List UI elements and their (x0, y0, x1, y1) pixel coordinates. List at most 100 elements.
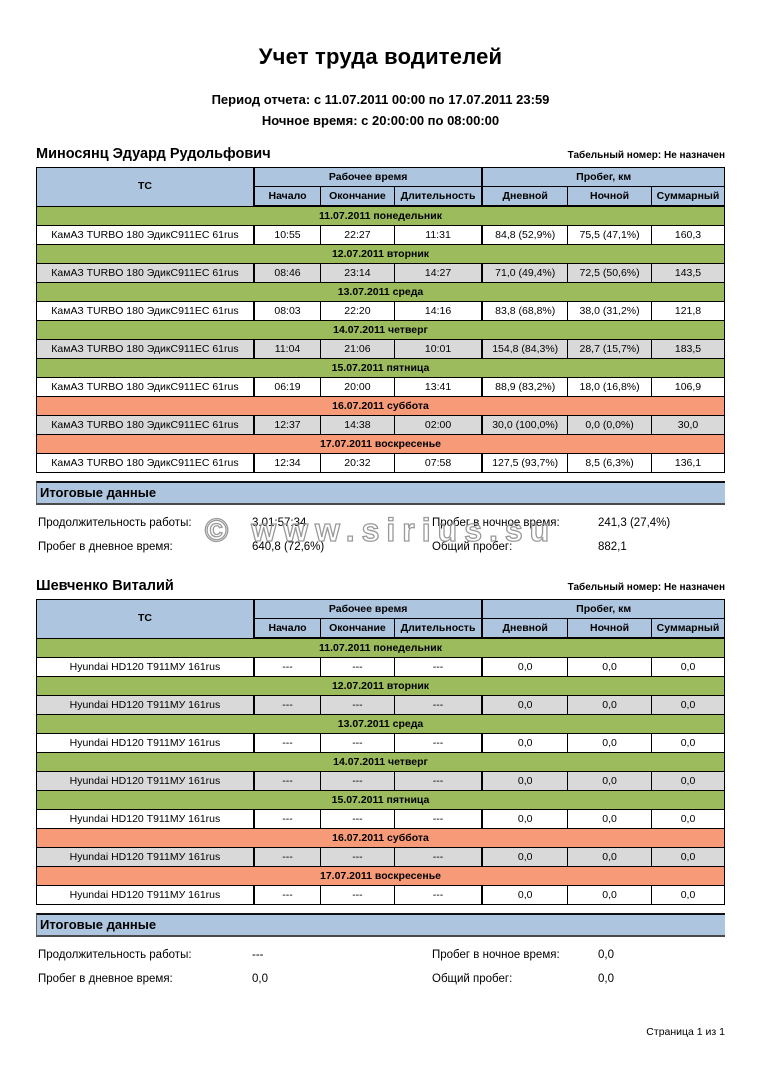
column-header-tc: ТС (35, 599, 255, 639)
end-cell: 20:00 (320, 377, 395, 397)
night-mileage-cell: 28,7 (15,7%) (567, 339, 653, 359)
start-cell: 06:19 (252, 377, 322, 397)
day-band-row: 11.07.2011 понедельник (36, 637, 725, 658)
day-mileage-cell: 0,0 (481, 733, 569, 753)
end-cell: --- (320, 733, 395, 753)
day-band-label: 14.07.2011 четверг (36, 320, 725, 340)
end-cell: --- (320, 657, 395, 677)
page-number: Страница 1 из 1 (646, 1026, 725, 1038)
vehicle-cell: Hyundai HD120 Т911МУ 161rus (35, 695, 255, 715)
vehicle-data-row: КамАЗ TURBO 180 ЭдикС911ЕС 61rus 10:55 22:… (35, 225, 725, 245)
vehicle-cell: КамАЗ TURBO 180 ЭдикС911ЕС 61rus (35, 263, 255, 283)
total-mileage-cell: 0,0 (651, 809, 725, 829)
duration-cell: 02:00 (393, 415, 483, 435)
end-cell: 22:27 (320, 225, 395, 245)
column-header-tc: ТС (35, 167, 255, 207)
day-mileage-cell: 154,8 (84,3%) (481, 339, 569, 359)
vehicle-data-row: КамАЗ TURBO 180 ЭдикС911ЕС 61rus 11:04 21:… (35, 339, 725, 359)
personnel-number: Табельный номер: Не назначен (567, 150, 725, 161)
summary-grid: Продолжительность работы: --- Пробег в н… (36, 948, 725, 986)
column-header-night-mileage: Ночной (567, 618, 653, 639)
day-mileage-cell: 0,0 (481, 809, 569, 829)
day-band-label: 12.07.2011 вторник (36, 244, 725, 264)
total-mileage-cell: 0,0 (651, 733, 725, 753)
night-mileage-label: Пробег в ночное время: (432, 949, 560, 961)
night-mileage-cell: 72,5 (50,6%) (567, 263, 653, 283)
night-mileage-label: Пробег в ночное время: (432, 517, 560, 529)
end-cell: 22:20 (320, 301, 395, 321)
total-mileage-value: 882,1 (598, 541, 627, 553)
page-title: Учет труда водителей (258, 44, 503, 69)
driver-header: Шевченко Виталий Табельный номер: Не наз… (36, 578, 725, 594)
day-mileage-cell: 84,8 (52,9%) (481, 225, 569, 245)
day-band-label: 14.07.2011 четверг (36, 752, 725, 772)
column-header-end: Окончание (320, 186, 395, 207)
day-band-row: 13.07.2011 среда (36, 714, 725, 734)
summary-grid: Продолжительность работы: 3.01:57:34 Про… (36, 516, 725, 554)
vehicle-cell: Hyundai HD120 Т911МУ 161rus (35, 733, 255, 753)
column-group-mileage: Пробег, км (481, 167, 726, 187)
day-band-row: 13.07.2011 среда (36, 282, 725, 302)
end-cell: 21:06 (320, 339, 395, 359)
day-mileage-cell: 0,0 (481, 657, 569, 677)
table-body: 11.07.2011 понедельник КамАЗ TURBO 180 Эд… (35, 205, 725, 473)
total-mileage-cell: 0,0 (651, 657, 725, 677)
day-band-label: 16.07.2011 суббота (36, 828, 725, 848)
day-mileage-value: 0,0 (252, 973, 268, 985)
vehicle-data-row: Hyundai HD120 Т911МУ 161rus --- --- --- 0,0 0… (35, 657, 725, 677)
total-mileage-cell: 183,5 (651, 339, 725, 359)
start-cell: --- (252, 695, 322, 715)
total-mileage-cell: 30,0 (651, 415, 725, 435)
total-mileage-label: Общий пробег: (432, 541, 513, 553)
vehicle-cell: Hyundai HD120 Т911МУ 161rus (35, 847, 255, 867)
vehicle-data-row: Hyundai HD120 Т911МУ 161rus --- --- --- 0,0 0… (35, 695, 725, 715)
start-cell: 11:04 (252, 339, 322, 359)
day-mileage-cell: 0,0 (481, 771, 569, 791)
night-mileage-cell: 0,0 (567, 885, 653, 905)
driver-report-table: ТС Рабочее время Пробег, км Начало Оконч… (35, 599, 726, 905)
column-group-mileage: Пробег, км (481, 599, 726, 619)
column-header-day-mileage: Дневной (481, 186, 569, 207)
day-band-label: 17.07.2011 воскресенье (36, 434, 725, 454)
day-mileage-cell: 88,9 (83,2%) (481, 377, 569, 397)
day-band-row: 11.07.2011 понедельник (36, 205, 725, 226)
duration-cell: --- (393, 695, 483, 715)
start-cell: 08:03 (252, 301, 322, 321)
total-mileage-cell: 0,0 (651, 695, 725, 715)
driver-header: Миносянц Эдуард Рудольфович Табельный но… (36, 146, 725, 162)
day-band-row: 16.07.2011 суббота (36, 828, 725, 848)
night-mileage-cell: 0,0 (567, 733, 653, 753)
night-mileage-cell: 0,0 (567, 695, 653, 715)
start-cell: --- (252, 809, 322, 829)
duration-cell: 14:27 (393, 263, 483, 283)
day-band-label: 15.07.2011 пятница (36, 790, 725, 810)
total-mileage-value: 0,0 (598, 973, 614, 985)
work-duration-value: 3.01:57:34 (252, 517, 307, 529)
day-band-label: 12.07.2011 вторник (36, 676, 725, 696)
column-header-start: Начало (252, 186, 322, 207)
vehicle-cell: КамАЗ TURBO 180 ЭдикС911ЕС 61rus (35, 225, 255, 245)
work-duration-value: --- (252, 949, 264, 961)
day-mileage-cell: 0,0 (481, 695, 569, 715)
duration-cell: --- (393, 885, 483, 905)
vehicle-cell: КамАЗ TURBO 180 ЭдикС911ЕС 61rus (35, 339, 255, 359)
personnel-number: Табельный номер: Не назначен (567, 582, 725, 593)
duration-cell: --- (393, 733, 483, 753)
night-mileage-cell: 0,0 (567, 847, 653, 867)
day-band-label: 11.07.2011 понедельник (36, 205, 725, 226)
day-band-label: 16.07.2011 суббота (36, 396, 725, 416)
vehicle-data-row: Hyundai HD120 Т911МУ 161rus --- --- --- 0,0 0… (35, 809, 725, 829)
vehicle-data-row: КамАЗ TURBO 180 ЭдикС911ЕС 61rus 08:03 22:… (35, 301, 725, 321)
night-mileage-cell: 18,0 (16,8%) (567, 377, 653, 397)
end-cell: --- (320, 809, 395, 829)
column-header-duration: Длительность (393, 618, 483, 639)
duration-cell: 10:01 (393, 339, 483, 359)
driver-report-table: ТС Рабочее время Пробег, км Начало Оконч… (35, 167, 726, 473)
day-band-label: 11.07.2011 понедельник (36, 637, 725, 658)
duration-cell: 07:58 (393, 453, 483, 473)
day-band-row: 16.07.2011 суббота (36, 396, 725, 416)
column-header-day-mileage: Дневной (481, 618, 569, 639)
end-cell: 20:32 (320, 453, 395, 473)
start-cell: --- (252, 771, 322, 791)
